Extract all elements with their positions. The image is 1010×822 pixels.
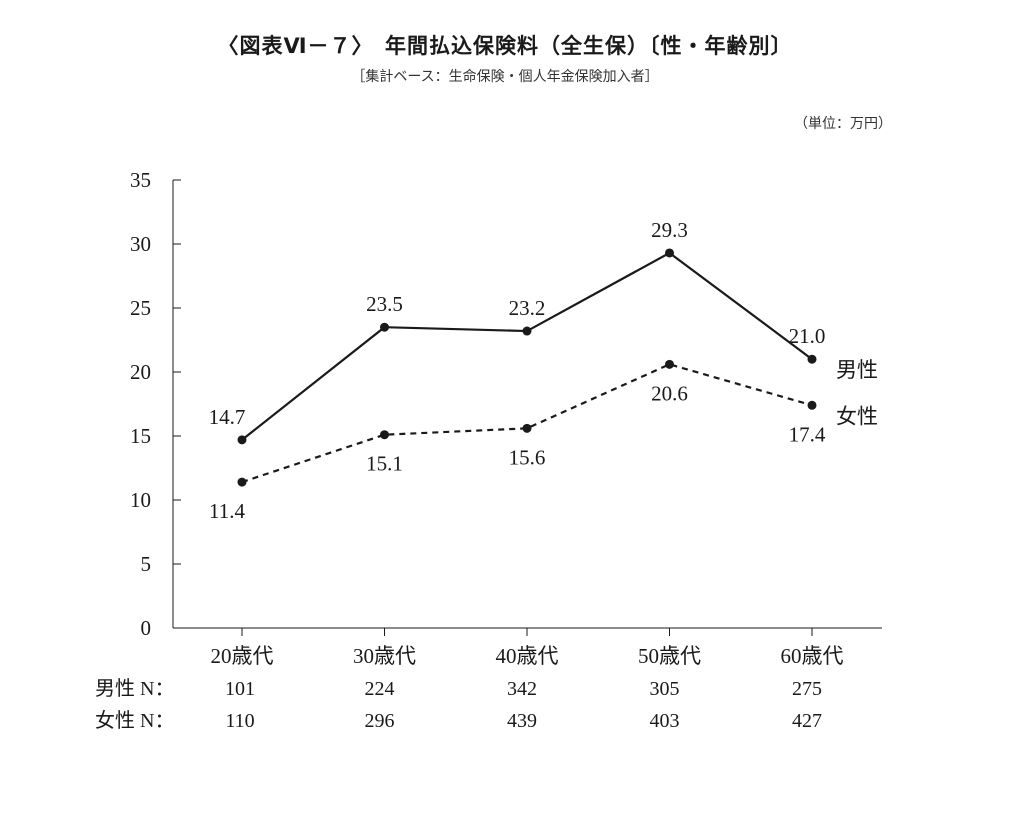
- data-point: [807, 354, 817, 364]
- series-name-label: 男性: [836, 358, 878, 382]
- n-value: 305: [650, 678, 680, 700]
- n-value: 296: [365, 710, 395, 732]
- data-label: 23.5: [366, 292, 403, 316]
- y-tick-label: 15: [130, 424, 151, 448]
- data-point: [522, 326, 532, 336]
- y-tick-label: 5: [141, 552, 152, 576]
- data-point: [380, 430, 389, 440]
- n-value: 101: [225, 678, 255, 700]
- data-label: 23.2: [509, 296, 546, 320]
- data-label: 11.4: [209, 499, 245, 523]
- data-label: 21.0: [789, 324, 826, 348]
- data-point: [665, 359, 674, 369]
- data-label: 20.6: [651, 381, 688, 405]
- y-tick-label: 25: [130, 296, 151, 320]
- data-label: 15.1: [366, 452, 403, 476]
- data-point: [380, 322, 389, 332]
- data-point: [807, 400, 817, 410]
- y-tick-label: 0: [141, 616, 152, 640]
- x-tick-label: 30歳代: [353, 644, 416, 668]
- y-tick-label: 35: [130, 168, 151, 192]
- n-row-label: 男性 N：: [95, 677, 174, 700]
- data-label: 17.4: [789, 422, 826, 446]
- chart-subtitle: ［集計ベース：生命保険・個人年金保険加入者］: [351, 69, 659, 85]
- n-value: 342: [507, 678, 537, 700]
- data-point: [237, 477, 247, 487]
- n-row-label: 女性 N：: [95, 709, 174, 732]
- data-point: [522, 423, 532, 433]
- unit-label: （単位：万円）: [794, 116, 892, 132]
- n-value: 110: [225, 710, 254, 732]
- series-name-label: 女性: [836, 404, 878, 428]
- n-value: 403: [650, 710, 680, 732]
- n-value: 275: [792, 678, 822, 700]
- chart-title: 〈図表Ⅵ－７〉 年間払込保険料（全生保）〔性・年齢別〕: [217, 34, 793, 58]
- n-value: 427: [792, 710, 822, 732]
- series-line-0: [241, 251, 813, 441]
- y-tick-label: 20: [130, 360, 151, 384]
- series-line-1: [241, 363, 813, 484]
- y-tick-label: 10: [130, 488, 151, 512]
- x-tick-label: 40歳代: [496, 644, 559, 668]
- data-point: [665, 248, 674, 258]
- data-label: 14.7: [209, 405, 246, 429]
- data-label: 29.3: [651, 218, 688, 242]
- x-tick-label: 60歳代: [781, 644, 844, 668]
- x-tick-label: 50歳代: [638, 644, 701, 668]
- x-tick-label: 20歳代: [211, 644, 274, 668]
- n-value: 224: [365, 678, 395, 700]
- data-label: 15.6: [509, 445, 546, 469]
- data-point: [237, 435, 247, 445]
- y-tick-label: 30: [130, 232, 151, 256]
- n-value: 439: [507, 710, 537, 732]
